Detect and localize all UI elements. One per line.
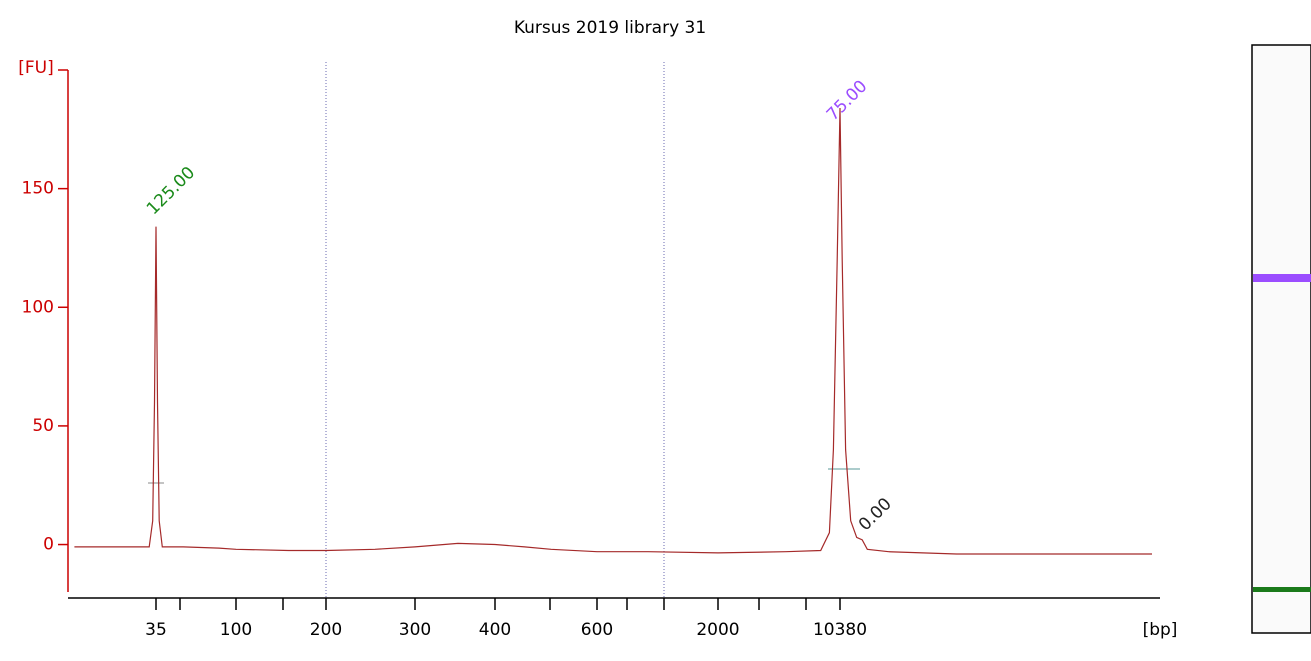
y-axis-label: [FU] [18, 58, 54, 78]
y-tick-label: 0 [43, 535, 54, 555]
gel-band [1253, 587, 1311, 592]
x-tick-label: 2000 [696, 620, 739, 640]
x-tick-label: 10380 [813, 620, 867, 640]
minor-ticks [179, 598, 807, 610]
x-tick-label: 600 [581, 620, 613, 640]
x-tick-label: 400 [479, 620, 511, 640]
y-tick-label: 150 [22, 179, 54, 199]
x-tick-label: 100 [220, 620, 252, 640]
chart-title: Kursus 2019 library 31 [514, 18, 706, 38]
gel-lane [1251, 44, 1311, 634]
x-tick-label: 35 [145, 620, 167, 640]
trace [74, 107, 1152, 555]
x-axis-label: [bp] [1143, 620, 1178, 640]
x-tick-label: 300 [399, 620, 431, 640]
peak-label: 0.00 [855, 494, 896, 535]
x-tick-label: 200 [310, 620, 342, 640]
peak-label: 75.00 [823, 77, 872, 126]
y-tick-label: 50 [32, 416, 54, 436]
gel-band [1253, 274, 1311, 282]
peak-label: 125.00 [143, 163, 199, 219]
y-tick-label: 100 [22, 297, 54, 317]
